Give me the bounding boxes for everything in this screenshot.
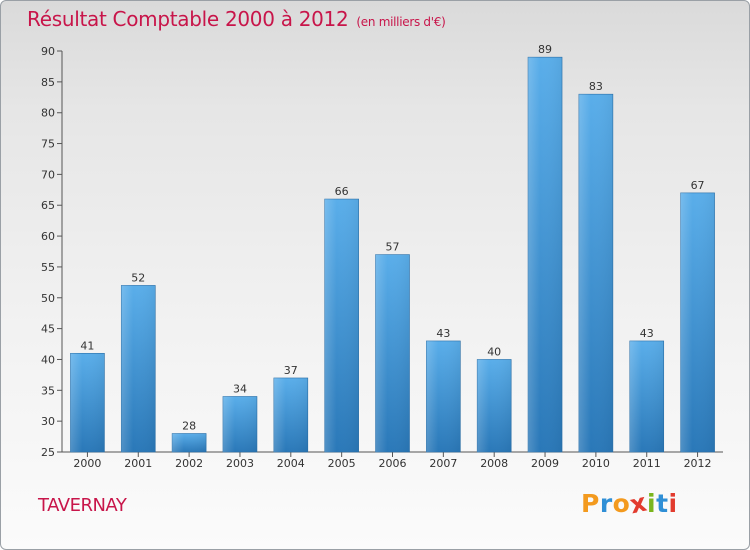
logo-letter: i [668, 489, 678, 518]
bar-shine [273, 377, 308, 452]
bars [70, 56, 715, 453]
bar-2008 [476, 359, 512, 453]
x-tick-label: 2006 [379, 457, 407, 470]
x-tick-label: 2005 [328, 457, 356, 470]
bar-2003 [222, 396, 258, 453]
logo-letter: o [612, 489, 631, 518]
y-tick-label: 80 [41, 107, 55, 120]
x-tick-label: 2007 [429, 457, 457, 470]
bar-2009 [527, 56, 563, 453]
logo-letter: P [581, 489, 600, 518]
chart-title: Résultat Comptable 2000 à 2012 (en millie… [27, 7, 446, 31]
bar-2005 [324, 198, 359, 453]
bar-value-label: 66 [335, 185, 349, 198]
bar-shine [172, 433, 207, 452]
y-tick-label: 60 [41, 230, 55, 243]
y-tick-label: 55 [41, 261, 55, 274]
bar-value-label: 67 [691, 179, 705, 192]
axes: 25 30 35 40 45 50 55 60 65 70 75 80 85 90 2000 2001 2002… [41, 45, 723, 470]
bar-shine [324, 199, 359, 452]
logo-letter: t [656, 489, 669, 518]
chart-title-text: Résultat Comptable 2000 à 2012 [27, 7, 349, 31]
bar-value-label: 41 [80, 339, 94, 352]
bar-value-label: 43 [640, 327, 654, 340]
data-labels: 41 52 28 34 37 66 57 43 40 89 83 43 67 [80, 43, 704, 432]
logo-letter: i [647, 489, 657, 518]
proxiti-logo: Proxiti [581, 488, 678, 520]
bar-shine [477, 359, 512, 452]
x-tick-label: 2011 [633, 457, 661, 470]
bar-2012 [680, 192, 715, 453]
x-tick-label: 2009 [531, 457, 559, 470]
bar-value-label: 37 [284, 364, 298, 377]
x-tick-label: 2012 [684, 457, 712, 470]
x-tick-label: 2002 [175, 457, 203, 470]
logo-letter: r [599, 489, 613, 518]
y-tick-label: 50 [41, 292, 55, 305]
x-tick-label: 2004 [277, 457, 305, 470]
bar-shine [629, 340, 664, 452]
bar-2004 [273, 377, 309, 453]
y-tick-label: 25 [41, 446, 55, 459]
x-tick-label: 2001 [124, 457, 152, 470]
y-tick-label: 40 [41, 353, 55, 366]
bar-2000 [70, 352, 105, 453]
y-tick-label: 85 [41, 76, 55, 89]
y-tick-label: 65 [41, 199, 55, 212]
bar-shine [680, 192, 715, 452]
bar-shine [70, 353, 105, 452]
bar-2002 [171, 433, 207, 453]
y-tick-label: 70 [41, 168, 55, 181]
y-tick-label: 90 [41, 45, 55, 58]
bar-value-label: 28 [182, 419, 196, 432]
bar-value-label: 89 [538, 43, 552, 56]
x-tick-label: 2003 [226, 457, 254, 470]
bar-value-label: 40 [487, 345, 501, 358]
y-tick-label: 45 [41, 323, 55, 336]
bar-shine [222, 396, 257, 452]
bar-value-label: 83 [589, 80, 603, 93]
bar-2007 [426, 340, 461, 453]
y-tick-label: 35 [41, 384, 55, 397]
x-tick-label: 2010 [582, 457, 610, 470]
bar-2001 [120, 285, 156, 453]
commune-name: TAVERNAY [38, 495, 127, 516]
x-tick-label: 2000 [73, 457, 101, 470]
y-tick-label: 30 [41, 415, 55, 428]
chart-unit: (en milliers d'€) [356, 15, 446, 29]
bar-shine [121, 285, 156, 452]
y-tick-label: 75 [41, 138, 55, 151]
bar-shine [375, 254, 410, 452]
bar-2010 [578, 93, 614, 453]
bar-value-label: 52 [131, 271, 145, 284]
bar-2006 [375, 254, 410, 453]
bar-value-label: 57 [386, 241, 400, 254]
bar-value-label: 34 [233, 382, 247, 395]
bar-shine [426, 340, 461, 452]
x-tick-label: 2008 [480, 457, 508, 470]
bar-shine [528, 57, 563, 453]
bar-shine [578, 94, 613, 452]
bar-value-label: 43 [436, 327, 450, 340]
bar-2011 [629, 340, 665, 453]
